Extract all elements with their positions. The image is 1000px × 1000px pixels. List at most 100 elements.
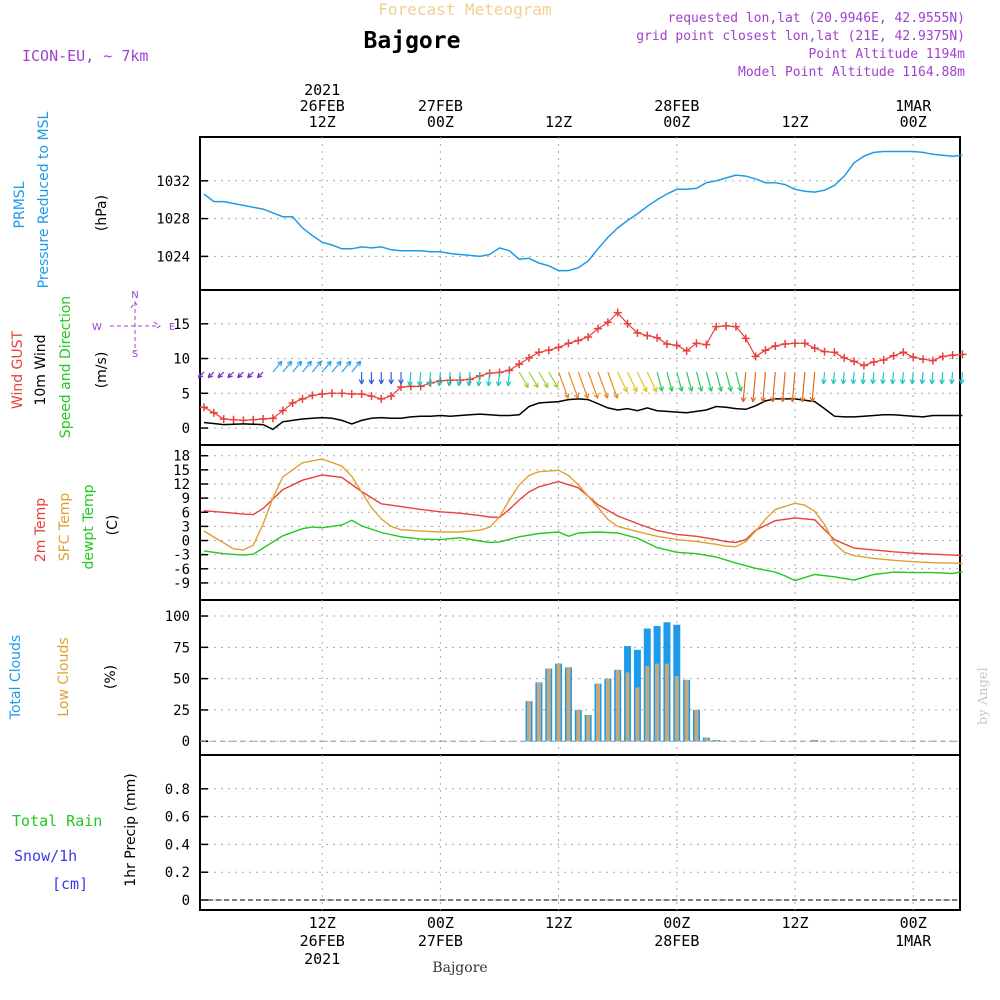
- y-tick-label: 25: [173, 703, 190, 719]
- top-time-label: 12Z: [545, 113, 572, 131]
- gust-marker: [357, 389, 366, 398]
- bottom-time-label: 27FEB: [418, 932, 463, 950]
- top-time-label: 12Z: [781, 113, 808, 131]
- y-tick-label: 9: [182, 491, 190, 507]
- wind-direction-arrow: [302, 360, 313, 373]
- gust-marker: [298, 394, 307, 403]
- gust-marker: [397, 383, 405, 392]
- wind-direction-arrow: [656, 371, 664, 392]
- gust-marker: [850, 357, 859, 366]
- gust-marker: [554, 343, 563, 352]
- wind-direction-arrow: [358, 372, 365, 385]
- gust-marker: [879, 355, 888, 364]
- model-label: ICON-EU, ~ 7km: [22, 47, 148, 65]
- wind-direction-arrow: [958, 371, 965, 385]
- gust-marker: [209, 408, 218, 417]
- gust-marker: [919, 355, 928, 364]
- gust-marker: [909, 353, 918, 362]
- pressure-label-full: Pressure Reduced to MSL: [36, 111, 52, 288]
- compass-rose: N S W E: [92, 290, 175, 360]
- credit-watermark: by Angel: [976, 667, 991, 725]
- precip-label-rain: Total Rain: [12, 812, 102, 830]
- wind-direction-arrow: [436, 371, 443, 387]
- top-time-label: 00Z: [900, 113, 927, 131]
- y-tick-label: 0.8: [165, 782, 190, 798]
- wind-label-10m: 10m Wind: [33, 334, 49, 405]
- bottom-time-label: 12Z: [781, 914, 808, 932]
- wind-direction-arrow: [388, 372, 394, 385]
- wind-direction-arrow: [292, 360, 303, 373]
- wind-panel: 0 5 10 15 Wind GUST 10m Wind Speed and Directi…: [10, 289, 967, 446]
- low-cloud-bar: [576, 709, 581, 742]
- gust-marker: [337, 389, 346, 398]
- wind-direction-arrow: [715, 371, 724, 392]
- y-tick-label: 75: [173, 640, 190, 656]
- gust-marker: [564, 339, 573, 348]
- cloud-label-total: Total Clouds: [8, 635, 24, 720]
- low-cloud-bar: [704, 737, 709, 742]
- temp-label-2m: 2m Temp: [33, 498, 49, 562]
- bottom-time-label: 12Z: [309, 914, 336, 932]
- low-cloud-bar: [586, 714, 591, 742]
- gust-marker: [613, 308, 622, 317]
- bottom-time-label: 26FEB: [300, 932, 345, 950]
- wind-direction-arrow: [695, 371, 704, 392]
- wind-direction-arrow: [840, 371, 847, 385]
- wind-direction-arrow: [686, 371, 694, 392]
- low-cloud-bar: [664, 663, 669, 742]
- top-time-label: 12Z: [309, 113, 336, 131]
- gust-marker: [278, 406, 287, 415]
- wind-direction-arrow: [476, 371, 482, 387]
- pressure-panel: 1024 1028 1032 PRMSL Pressure Reduced to MSL…: [12, 111, 963, 291]
- y-tick-label: 50: [173, 672, 190, 688]
- low-cloud-bar: [655, 663, 660, 742]
- top-time-label: 00Z: [663, 113, 690, 131]
- low-cloud-bar: [714, 739, 719, 742]
- wind-direction-arrow: [351, 360, 362, 373]
- gust-line: [203, 311, 963, 422]
- gust-marker: [731, 322, 740, 331]
- wind-direction-arrow: [426, 371, 433, 387]
- gust-marker: [781, 339, 790, 348]
- compass-s: S: [132, 349, 138, 360]
- requested-coords: requested lon,lat (20.9946E, 42.9555N): [668, 11, 965, 26]
- gust-marker: [623, 319, 632, 328]
- bottom-time-label: 28FEB: [654, 932, 699, 950]
- wind-ylabel: (m/s): [94, 352, 110, 389]
- precip-panel: 0 0.2 0.4 0.6 0.8 Total Rain Snow/1h [cm] 1hr Pr…: [12, 754, 961, 911]
- y-tick-label: 18: [173, 449, 190, 465]
- wind-direction-arrow: [919, 371, 926, 385]
- wind-direction-arrow: [760, 371, 767, 403]
- wind-direction-arrow: [939, 371, 945, 385]
- wind-direction-arrow: [282, 360, 293, 373]
- wind-direction-arrow: [676, 371, 684, 392]
- y-tick-label: 12: [173, 477, 190, 493]
- wind-direction-arrow: [548, 371, 559, 389]
- wind-direction-arrow: [495, 371, 502, 387]
- y-tick-label: 1028: [156, 212, 190, 228]
- gust-marker: [662, 339, 671, 348]
- point-altitude: Point Altitude 1194m: [808, 47, 965, 62]
- precip-label-cm: [cm]: [52, 875, 88, 893]
- bottom-time-label: 00Z: [900, 914, 927, 932]
- y-tick-label: 0.6: [165, 810, 190, 826]
- gust-marker: [820, 347, 829, 356]
- wind-direction-arrow: [341, 360, 352, 373]
- gust-marker: [219, 415, 228, 424]
- low-cloud-bar: [566, 667, 571, 742]
- wind-direction-arrow: [518, 371, 529, 389]
- gust-marker: [594, 324, 602, 333]
- gust-marker: [525, 353, 534, 362]
- top-time-label: 27FEB: [418, 97, 463, 115]
- wind-direction-arrow: [821, 371, 827, 385]
- gust-marker: [239, 416, 248, 425]
- footer-location: Bajgore: [432, 960, 487, 976]
- y-tick-label: 10: [173, 352, 190, 368]
- wind-direction-arrow: [860, 371, 867, 385]
- gust-marker: [574, 336, 583, 345]
- y-tick-label: 0.4: [165, 837, 190, 853]
- wind-direction-arrow: [666, 371, 674, 392]
- low-cloud-bar: [684, 679, 689, 742]
